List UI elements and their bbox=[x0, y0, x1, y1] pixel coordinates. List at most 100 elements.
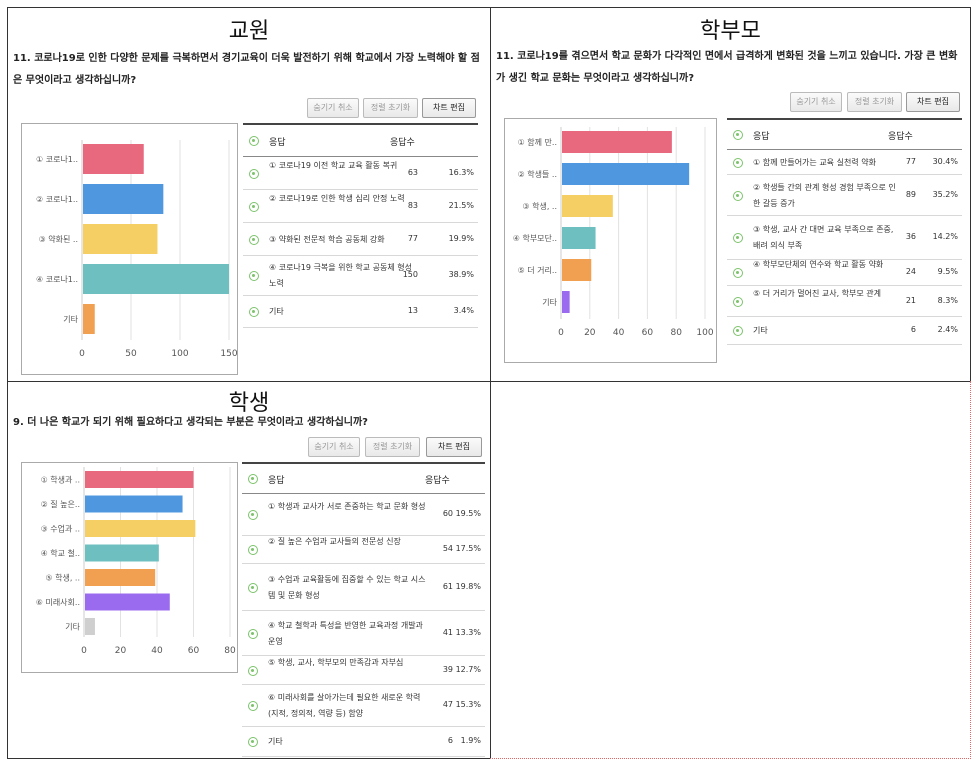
row-check-icon[interactable] bbox=[248, 628, 258, 639]
category-label: ③ 학생, .. bbox=[522, 201, 557, 211]
row-check-icon[interactable] bbox=[733, 326, 743, 336]
x-tick-label: 80 bbox=[224, 646, 236, 656]
sort-reset-button[interactable]: 정렬 초기화 bbox=[847, 92, 902, 112]
response-label: ④ 학부모단체의 연수와 학교 활동 약화 bbox=[753, 260, 884, 269]
response-count: 6 bbox=[910, 325, 916, 334]
bar[interactable] bbox=[83, 184, 164, 214]
row-check-icon[interactable] bbox=[249, 234, 259, 245]
section-parent: 학부모 11. 코로나19를 겪으면서 학교 문화가 다각적인 면에서 급격하게… bbox=[490, 7, 971, 382]
category-label: ① 코로나1.. bbox=[36, 155, 78, 164]
table-row[interactable]: ④ 학교 철학과 특성을 반영한 교육과정 개발과 운영 41 13.3% bbox=[242, 611, 485, 656]
bar[interactable] bbox=[85, 569, 156, 586]
bar[interactable] bbox=[83, 224, 158, 254]
column-header-count[interactable]: 응답수 bbox=[888, 132, 913, 142]
row-check-icon[interactable] bbox=[248, 510, 258, 520]
response-percent: 8.3% bbox=[937, 295, 958, 305]
x-tick-label: 0 bbox=[79, 349, 85, 359]
question-text: 11. 코로나19로 인한 다양한 문제를 극복하면서 경기교육이 더욱 발전하… bbox=[13, 53, 480, 86]
select-all-check-icon[interactable] bbox=[248, 474, 258, 484]
row-check-icon[interactable] bbox=[248, 701, 258, 711]
bar[interactable] bbox=[85, 618, 95, 635]
table-row[interactable]: ③ 수업과 교육활동에 집중할 수 있는 학교 시스템 및 문화 형성 61 19.… bbox=[242, 564, 485, 611]
bar[interactable] bbox=[85, 471, 194, 488]
bar[interactable] bbox=[562, 163, 690, 185]
row-check-icon[interactable] bbox=[248, 582, 258, 593]
table-row[interactable]: ① 함께 만들어가는 교육 실천력 약화 77 30.4% bbox=[727, 150, 962, 175]
row-check-icon[interactable] bbox=[733, 233, 743, 243]
category-label: ② 학생들 .. bbox=[518, 169, 557, 179]
row-check-icon[interactable] bbox=[249, 201, 259, 212]
row-check-icon[interactable] bbox=[733, 190, 743, 201]
row-check-icon[interactable] bbox=[249, 307, 259, 317]
bar[interactable] bbox=[83, 304, 95, 334]
hide-cancel-button[interactable]: 숨기기 취소 bbox=[790, 92, 842, 112]
bar[interactable] bbox=[85, 520, 196, 537]
table-row[interactable]: ② 코로나19로 인한 학생 심리 안정 노력 83 21.5% bbox=[243, 190, 478, 223]
table-row[interactable]: ② 질 높은 수업과 교사들의 전문성 신장 54 17.5% bbox=[242, 536, 485, 564]
chart-box: 0 50 100 150 ① 코로나1.. ② 코로나1.. ③ 약화된 .. ④ 코로나1.… bbox=[21, 123, 238, 375]
response-count: 6 bbox=[447, 736, 453, 745]
row-check-icon[interactable] bbox=[733, 268, 743, 278]
column-header-response[interactable]: 응답 bbox=[268, 476, 285, 486]
response-count: 150 bbox=[402, 270, 418, 279]
chart-edit-button[interactable]: 차트 편집 bbox=[426, 437, 482, 457]
bar[interactable] bbox=[562, 227, 596, 249]
table-row[interactable]: ⑥ 미래사회를 살아가는데 필요한 새로운 학력(지적, 정의적, 역량 등) … bbox=[242, 685, 485, 727]
x-tick-label: 80 bbox=[670, 328, 682, 338]
table-row[interactable]: 기타 6 2.4% bbox=[727, 317, 962, 345]
x-tick-label: 100 bbox=[696, 328, 713, 338]
sort-reset-button[interactable]: 정렬 초기화 bbox=[365, 437, 420, 457]
bar[interactable] bbox=[562, 131, 672, 153]
sort-reset-button[interactable]: 정렬 초기화 bbox=[363, 98, 418, 118]
bar[interactable] bbox=[85, 593, 170, 611]
bar-chart: 0 50 100 150 ① 코로나1.. ② 코로나1.. ③ 약화된 .. ④ 코로나1.… bbox=[36, 140, 237, 359]
column-header-count[interactable]: 응답수 bbox=[390, 138, 415, 148]
table-row[interactable]: ③ 학생, 교사 간 대면 교육 부족으로 존중, 배려 의식 부족 36 14.2… bbox=[727, 216, 962, 260]
response-percent: 19.8% bbox=[455, 581, 481, 591]
response-table: 응답 응답수 ① 코로나19 이전 학교 교육 활동 복귀 63 16.3% ② 코로나1… bbox=[243, 123, 478, 348]
response-count: 21 bbox=[905, 295, 916, 305]
empty-cell-border bbox=[490, 381, 971, 759]
table-row[interactable]: ④ 코로나19 극복을 위한 학교 공동체 형성 노력 150 38.9% bbox=[243, 256, 478, 296]
row-check-icon[interactable] bbox=[248, 737, 258, 747]
bar[interactable] bbox=[562, 291, 570, 313]
response-percent: 21.5% bbox=[448, 200, 474, 210]
table-row[interactable]: ⑤ 학생, 교사, 학부모의 만족감과 자부심 39 12.7% bbox=[242, 656, 485, 685]
chart-edit-button[interactable]: 차트 편집 bbox=[906, 92, 960, 112]
response-table: 응답 응답수 ① 함께 만들어가는 교육 실천력 약화 77 30.4% ② 학생들 간의… bbox=[727, 118, 962, 370]
hide-cancel-button[interactable]: 숨기기 취소 bbox=[308, 437, 360, 457]
column-header-response[interactable]: 응답 bbox=[753, 132, 770, 142]
bar[interactable] bbox=[83, 144, 144, 174]
row-check-icon[interactable] bbox=[733, 157, 743, 168]
table-row[interactable]: ③ 약화된 전문적 학습 공동체 강화 77 19.9% bbox=[243, 223, 478, 256]
bar[interactable] bbox=[85, 495, 183, 513]
column-header-count[interactable]: 응답수 bbox=[425, 476, 450, 486]
bar[interactable] bbox=[562, 195, 613, 217]
table-row[interactable]: ④ 학부모단체의 연수와 학교 활동 약화 24 9.5% bbox=[727, 260, 962, 286]
select-all-check-icon[interactable] bbox=[249, 136, 259, 146]
table-row[interactable]: ⑤ 더 거리가 멀어진 교사, 학부모 관계 21 8.3% bbox=[727, 286, 962, 317]
response-label: 기타 bbox=[269, 307, 284, 316]
bar[interactable] bbox=[85, 544, 159, 562]
column-header-response[interactable]: 응답 bbox=[269, 138, 286, 148]
chart-edit-button[interactable]: 차트 편집 bbox=[422, 98, 476, 118]
table-row[interactable]: ① 학생과 교사가 서로 존중하는 학교 문화 형성 60 19.5% bbox=[242, 494, 485, 536]
row-check-icon[interactable] bbox=[248, 665, 258, 676]
response-percent: 17.5% bbox=[455, 544, 481, 553]
bar[interactable] bbox=[562, 259, 592, 281]
question-text: 11. 코로나19를 겪으면서 학교 문화가 다각적인 면에서 급격하게 변화된… bbox=[496, 51, 958, 84]
table-row[interactable]: ② 학생들 간의 관계 형성 경험 부족으로 인한 갈등 증가 89 35.2% bbox=[727, 175, 962, 216]
table-row[interactable]: 기타 13 3.4% bbox=[243, 296, 478, 328]
bar[interactable] bbox=[83, 264, 229, 294]
row-check-icon[interactable] bbox=[733, 296, 743, 307]
table-row[interactable]: ① 코로나19 이전 학교 교육 활동 복귀 63 16.3% bbox=[243, 157, 478, 190]
table-row[interactable]: 기타 6 1.9% bbox=[242, 727, 485, 757]
hide-cancel-button[interactable]: 숨기기 취소 bbox=[307, 98, 359, 118]
response-label: ⑤ 더 거리가 멀어진 교사, 학부모 관계 bbox=[753, 288, 882, 298]
select-all-check-icon[interactable] bbox=[733, 130, 743, 140]
response-percent: 9.5% bbox=[937, 267, 958, 276]
row-check-icon[interactable] bbox=[248, 545, 258, 555]
row-check-icon[interactable] bbox=[249, 168, 259, 179]
category-label: ⑤ 학생, .. bbox=[45, 573, 80, 583]
row-check-icon[interactable] bbox=[249, 271, 259, 281]
